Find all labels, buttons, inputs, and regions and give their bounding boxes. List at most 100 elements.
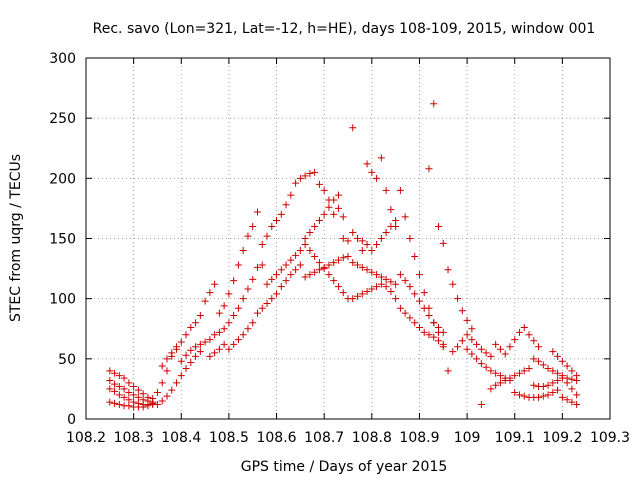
data-point bbox=[344, 253, 352, 261]
data-point bbox=[325, 203, 333, 211]
data-point bbox=[458, 307, 466, 315]
data-point bbox=[158, 379, 166, 387]
data-point bbox=[234, 261, 242, 269]
data-point bbox=[225, 345, 233, 353]
data-point bbox=[506, 374, 514, 382]
data-point bbox=[115, 391, 123, 399]
data-point bbox=[520, 367, 528, 375]
y-tick-label: 50 bbox=[58, 352, 76, 368]
data-point bbox=[282, 201, 290, 209]
data-point bbox=[473, 340, 481, 348]
data-point bbox=[501, 350, 509, 358]
y-tick-label: 250 bbox=[49, 111, 76, 127]
data-point bbox=[425, 331, 433, 339]
data-point bbox=[187, 324, 195, 332]
data-point bbox=[153, 401, 161, 409]
data-point bbox=[163, 392, 171, 400]
data-point bbox=[334, 283, 342, 291]
data-point bbox=[292, 251, 300, 259]
data-point bbox=[296, 174, 304, 182]
data-point bbox=[173, 379, 181, 387]
data-point bbox=[287, 271, 295, 279]
data-point bbox=[468, 350, 476, 358]
data-point bbox=[263, 232, 271, 240]
data-point bbox=[287, 191, 295, 199]
data-point bbox=[358, 237, 366, 245]
data-point bbox=[496, 345, 504, 353]
data-point bbox=[373, 174, 381, 182]
data-point bbox=[358, 290, 366, 298]
data-point bbox=[406, 314, 414, 322]
data-point bbox=[430, 333, 438, 341]
data-point bbox=[482, 349, 490, 357]
data-point bbox=[415, 271, 423, 279]
data-point bbox=[515, 328, 523, 336]
data-point bbox=[177, 357, 185, 365]
data-point bbox=[354, 261, 362, 269]
data-point bbox=[334, 256, 342, 264]
data-points bbox=[106, 100, 581, 411]
y-tick-label: 300 bbox=[49, 51, 76, 67]
data-point bbox=[477, 360, 485, 368]
data-point bbox=[554, 386, 562, 394]
data-point bbox=[354, 235, 362, 242]
data-point bbox=[487, 367, 495, 375]
y-axis-label: STEC from uqrg / TECUs bbox=[8, 154, 24, 322]
data-point bbox=[192, 352, 200, 360]
data-point bbox=[196, 312, 204, 320]
data-point bbox=[163, 367, 171, 375]
data-point bbox=[349, 228, 357, 236]
x-tick-label: 108.3 bbox=[114, 430, 154, 446]
data-point bbox=[520, 392, 528, 400]
data-point bbox=[263, 299, 271, 307]
data-point bbox=[330, 277, 338, 285]
data-point bbox=[206, 352, 214, 360]
data-point bbox=[544, 391, 552, 399]
data-point bbox=[311, 268, 319, 276]
data-point bbox=[539, 392, 547, 400]
data-point bbox=[334, 204, 342, 212]
chart-title: Rec. savo (Lon=321, Lat=-12, h=HE), days… bbox=[93, 21, 596, 37]
data-point bbox=[568, 375, 576, 383]
y-tick-label: 100 bbox=[49, 292, 76, 308]
data-point bbox=[306, 247, 314, 255]
data-point bbox=[415, 297, 423, 305]
data-point bbox=[439, 328, 447, 336]
data-point bbox=[430, 319, 438, 327]
data-point bbox=[396, 186, 404, 194]
data-point bbox=[463, 331, 471, 339]
data-point bbox=[568, 367, 576, 375]
data-point bbox=[215, 328, 223, 336]
data-point bbox=[273, 271, 281, 279]
data-point bbox=[549, 348, 557, 356]
data-point bbox=[149, 399, 157, 407]
data-point bbox=[363, 241, 371, 249]
data-point bbox=[234, 304, 242, 312]
data-point bbox=[382, 275, 390, 283]
data-point bbox=[263, 280, 271, 288]
data-point bbox=[377, 280, 385, 288]
data-point bbox=[363, 160, 371, 168]
data-point bbox=[411, 319, 419, 327]
y-tick-label: 200 bbox=[49, 171, 76, 187]
data-point bbox=[215, 345, 223, 353]
data-point bbox=[334, 191, 342, 199]
data-point bbox=[420, 304, 428, 312]
data-point bbox=[558, 374, 566, 382]
data-point bbox=[363, 266, 371, 274]
data-point bbox=[239, 295, 247, 303]
data-point bbox=[239, 331, 247, 339]
data-point bbox=[420, 328, 428, 336]
data-point bbox=[382, 186, 390, 194]
data-point bbox=[439, 239, 447, 247]
data-point bbox=[515, 391, 523, 399]
data-point bbox=[368, 168, 376, 176]
data-point bbox=[111, 399, 119, 407]
data-point bbox=[115, 401, 123, 409]
data-point bbox=[196, 348, 204, 356]
data-point bbox=[463, 316, 471, 324]
data-point bbox=[339, 289, 347, 297]
data-point bbox=[301, 241, 309, 249]
x-tick-label: 108.2 bbox=[66, 430, 106, 446]
data-point bbox=[120, 385, 128, 393]
